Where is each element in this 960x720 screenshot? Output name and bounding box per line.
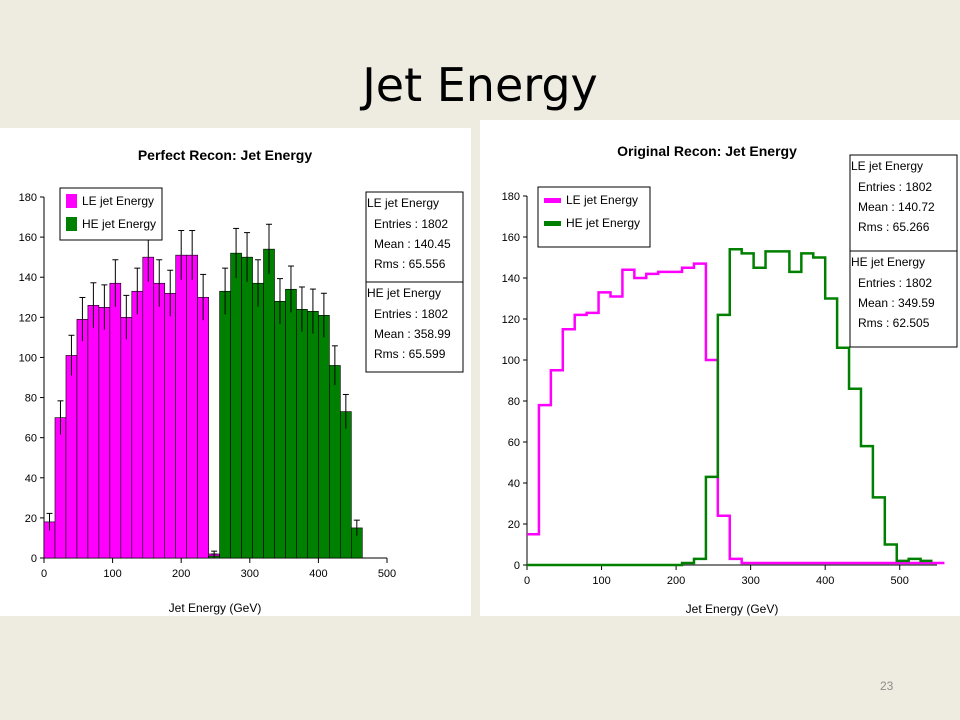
slide-title: Jet Energy — [362, 58, 598, 112]
y-tick-label: 60 — [508, 437, 520, 449]
histogram-bar — [164, 292, 177, 559]
histogram-bar — [87, 305, 100, 559]
x-tick-label: 0 — [41, 568, 47, 580]
histogram-bar — [131, 290, 144, 559]
y-tick-label: 0 — [31, 553, 37, 565]
y-tick-label: 120 — [502, 314, 520, 326]
stats-box — [849, 250, 958, 348]
histogram-bar — [285, 288, 297, 559]
x-tick-label: 200 — [172, 568, 190, 580]
y-tick-label: 20 — [508, 519, 520, 531]
legend-swatch — [544, 221, 561, 226]
histogram-bar — [263, 248, 275, 559]
legend-swatch — [66, 217, 77, 231]
histogram-bar — [340, 411, 352, 559]
x-tick-label: 500 — [891, 575, 909, 587]
y-tick-label: 160 — [19, 232, 37, 244]
chart-title: Perfect Recon: Jet Energy — [138, 147, 312, 163]
stats-line: Mean : 349.59 — [858, 296, 935, 310]
stats-line: Rms : 65.599 — [374, 347, 446, 361]
y-tick-label: 100 — [502, 355, 520, 367]
histogram-bar — [153, 282, 166, 559]
legend-label: LE jet Energy — [566, 193, 638, 207]
x-tick-label: 400 — [309, 568, 327, 580]
series-line — [527, 248, 933, 567]
page-number: 23 — [880, 679, 894, 693]
y-tick-label: 180 — [19, 192, 37, 204]
stats-line: Entries : 1802 — [858, 180, 932, 194]
y-tick-label: 80 — [25, 393, 37, 405]
histogram-bar — [307, 311, 319, 559]
histogram-bar — [241, 256, 253, 559]
histogram-bar — [98, 307, 111, 559]
y-tick-label: 140 — [19, 272, 37, 284]
y-tick-label: 180 — [502, 191, 520, 203]
histogram-bar — [296, 309, 308, 559]
histogram-bar — [318, 315, 330, 559]
x-tick-label: 0 — [524, 575, 530, 587]
x-tick-label: 100 — [103, 568, 121, 580]
x-axis-label: Jet Energy (GeV) — [686, 602, 779, 616]
histogram-bar — [329, 365, 341, 559]
histogram-bar — [54, 417, 67, 559]
histogram-bar — [274, 300, 286, 559]
y-tick-label: 60 — [25, 433, 37, 445]
histogram-bar — [142, 256, 155, 559]
histogram-bar — [120, 317, 133, 559]
perfect-recon-chart-panel: Perfect Recon: Jet Energy Jet Energy (Ge… — [0, 128, 471, 616]
histogram-bar — [186, 254, 198, 559]
histogram-bar — [230, 252, 242, 559]
stats-box — [849, 154, 958, 252]
histogram-bar — [175, 254, 187, 559]
stats-line: Entries : 1802 — [374, 217, 448, 231]
stats-title: LE jet Energy — [367, 196, 439, 210]
x-tick-label: 200 — [667, 575, 685, 587]
legend-swatch — [66, 194, 77, 208]
x-tick-label: 300 — [241, 568, 259, 580]
histogram-bar — [76, 319, 89, 559]
histogram-bar — [252, 282, 264, 559]
original-recon-chart-panel: Original Recon: Jet Energy Jet Energy (G… — [480, 120, 960, 616]
stats-box — [365, 191, 464, 283]
y-tick-label: 40 — [508, 478, 520, 490]
stats-line: Entries : 1802 — [374, 307, 448, 321]
legend-label: HE jet Energy — [566, 216, 640, 230]
series-line — [527, 262, 945, 565]
stats-line: Mean : 140.72 — [858, 200, 935, 214]
x-tick-label: 500 — [378, 568, 396, 580]
y-tick-label: 100 — [19, 352, 37, 364]
histogram-bar — [197, 296, 209, 559]
x-tick-label: 400 — [816, 575, 834, 587]
x-tick-label: 100 — [592, 575, 610, 587]
legend-box — [537, 186, 651, 248]
stats-title: HE jet Energy — [367, 286, 441, 300]
stats-line: Mean : 358.99 — [374, 327, 451, 341]
chart-title: Original Recon: Jet Energy — [617, 143, 797, 159]
y-tick-label: 140 — [502, 273, 520, 285]
y-tick-label: 120 — [19, 312, 37, 324]
stats-title: HE jet Energy — [851, 255, 925, 269]
histogram-bar — [109, 282, 122, 559]
y-tick-label: 160 — [502, 232, 520, 244]
x-axis-label: Jet Energy (GeV) — [169, 601, 262, 615]
y-tick-label: 80 — [508, 396, 520, 408]
histogram-bar — [65, 355, 78, 559]
x-tick-label: 300 — [741, 575, 759, 587]
stats-line: Entries : 1802 — [858, 276, 932, 290]
legend-label: LE jet Energy — [82, 194, 154, 208]
legend-label: HE jet Energy — [82, 217, 156, 231]
legend-swatch — [544, 198, 561, 203]
stats-box — [365, 281, 464, 373]
perfect-recon-chart: Perfect Recon: Jet Energy Jet Energy (Ge… — [19, 147, 464, 615]
stats-line: Rms : 62.505 — [858, 316, 930, 330]
stats-line: Rms : 65.266 — [858, 220, 930, 234]
stats-line: Mean : 140.45 — [374, 237, 451, 251]
y-tick-label: 40 — [25, 473, 37, 485]
y-tick-label: 0 — [514, 560, 520, 572]
y-tick-label: 20 — [25, 513, 37, 525]
original-recon-chart: Original Recon: Jet Energy Jet Energy (G… — [502, 143, 958, 616]
histogram-bar — [219, 290, 231, 559]
stats-line: Rms : 65.556 — [374, 257, 446, 271]
stats-title: LE jet Energy — [851, 159, 923, 173]
